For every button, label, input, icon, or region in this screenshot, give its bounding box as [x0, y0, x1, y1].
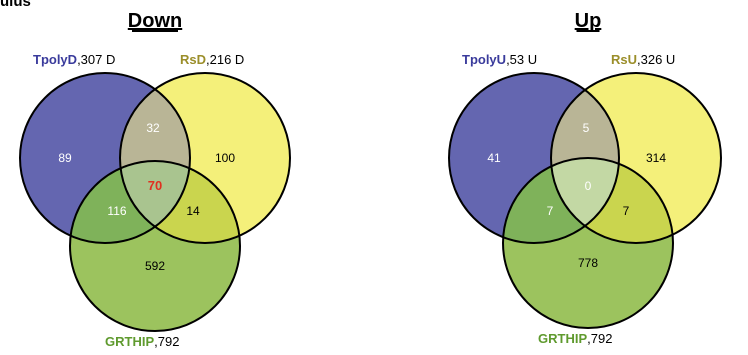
set-a-outline [448, 72, 620, 244]
region-only-b: 314 [646, 151, 666, 165]
region-only-b: 100 [215, 151, 235, 165]
set-a-label: TpolyU,53 U [462, 52, 537, 67]
cropped-heading-text: ulus [0, 0, 31, 10]
venn-diagram-up: Up TpolyU,53 U RsU,326 U GRTHIP,792 41 314 778… [448, 10, 722, 346]
venn-diagram-down: Down TpolyD,307 D RsD,216 D GRTHIP,792 89 100… [19, 10, 291, 349]
overlap-b-c [120, 161, 240, 243]
region-a-c: 7 [547, 204, 554, 218]
region-a-c: 116 [107, 204, 126, 218]
overlap-a-c [70, 161, 190, 243]
region-a-b: 5 [583, 121, 590, 135]
diagram-title: Down [128, 10, 182, 32]
set-a-outline [19, 72, 191, 244]
set-b-label: RsD,216 D [180, 52, 244, 67]
overlap-a-c [503, 158, 619, 243]
set-c-outline [502, 157, 674, 329]
set-c-outline [69, 160, 241, 332]
diagram-title: Up [575, 10, 602, 32]
region-only-a: 89 [58, 151, 72, 165]
region-only-c: 592 [145, 259, 165, 273]
region-only-a: 41 [487, 151, 501, 165]
set-a-label: TpolyD,307 D [33, 52, 115, 67]
set-b-outline [550, 72, 722, 244]
region-b-c: 14 [186, 204, 200, 218]
set-c-label: GRTHIP,792 [105, 334, 179, 349]
region-a-b-c: 70 [148, 178, 162, 193]
set-b-label: RsU,326 U [611, 52, 675, 67]
set-c-label: GRTHIP,792 [538, 331, 612, 346]
region-b-c: 7 [623, 204, 630, 218]
region-a-b-c: 0 [585, 179, 592, 193]
region-a-b: 32 [146, 121, 160, 135]
region-only-c: 778 [578, 256, 598, 270]
set-b-outline [119, 72, 291, 244]
overlap-b-c [551, 158, 673, 243]
